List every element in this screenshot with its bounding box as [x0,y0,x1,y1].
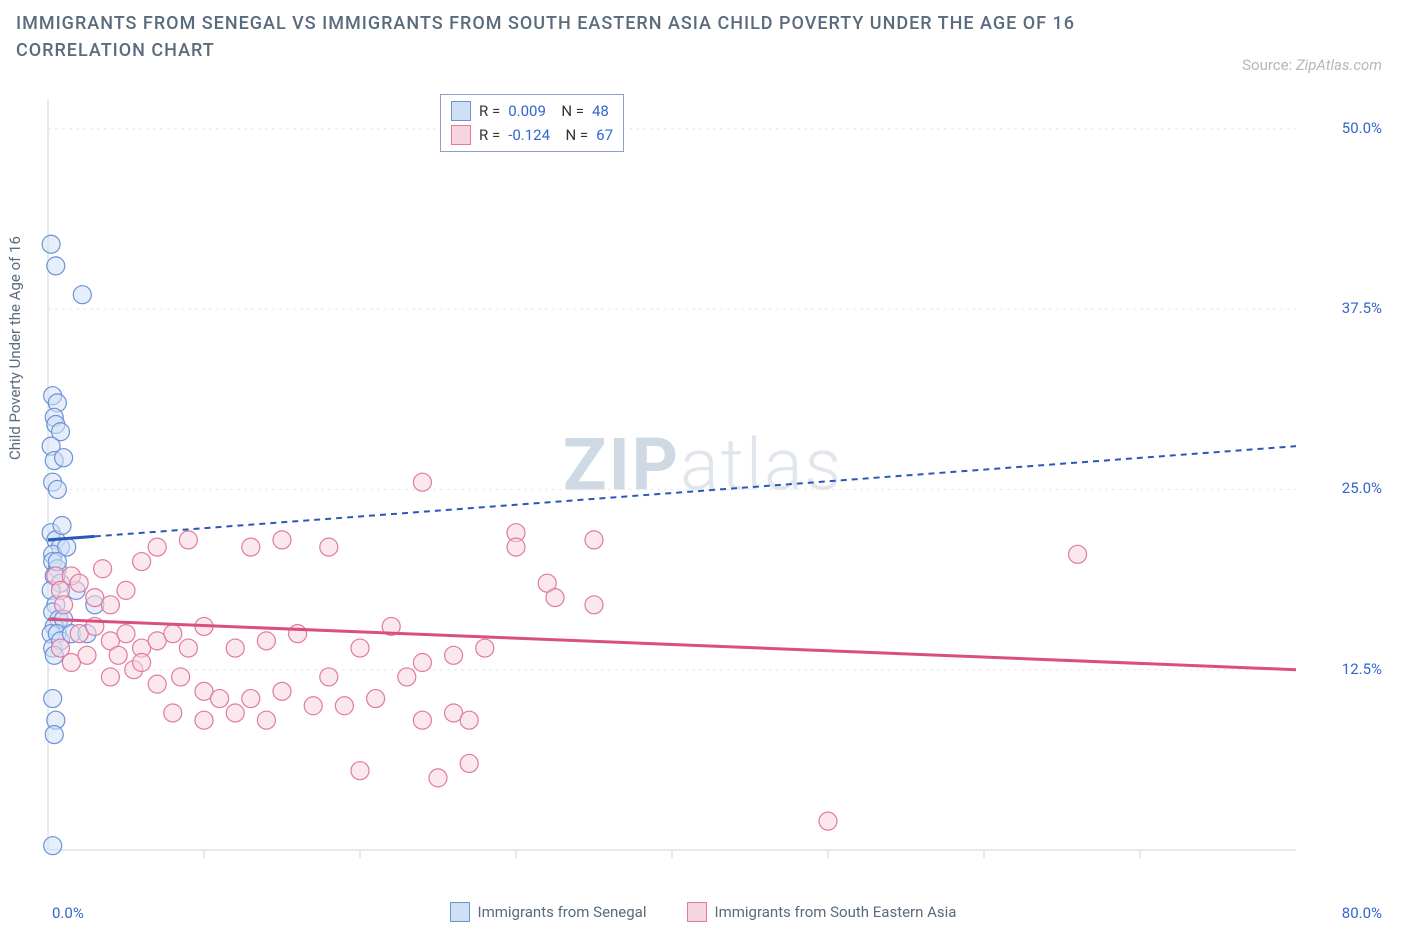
y-tick-label: 25.0% [1342,479,1382,497]
y-tick-label: 50.0% [1342,119,1382,137]
series-legend: Immigrants from Senegal Immigrants from S… [0,902,1406,922]
series-legend-item: Immigrants from Senegal [450,902,647,922]
chart-title: IMMIGRANTS FROM SENEGAL VS IMMIGRANTS FR… [16,10,1116,64]
y-tick-label: 37.5% [1342,299,1382,317]
legend-row: R = 0.009 N = 48 [451,99,613,123]
legend-row: R = -0.124 N = 67 [451,123,613,147]
series-legend-item: Immigrants from South Eastern Asia [687,902,957,922]
scatter-plot [0,90,1406,890]
y-tick-label: 12.5% [1342,660,1382,678]
source-label: Source: ZipAtlas.com [1242,56,1382,74]
correlation-legend: R = 0.009 N = 48R = -0.124 N = 67 [440,94,624,152]
